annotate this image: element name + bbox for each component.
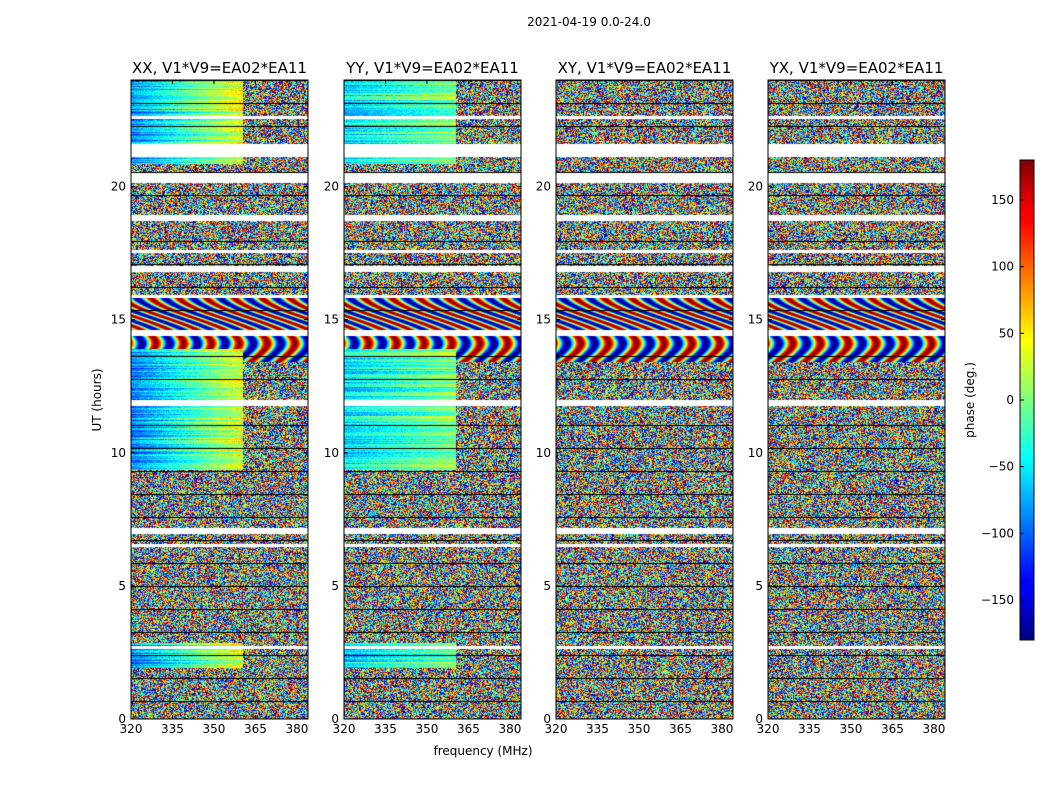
colorbar-label: phase (deg.): [963, 362, 977, 438]
panel-yx: YX, V1*V9=EA02*EA11 320 335 350 365 380 0 5 10 15…: [748, 59, 946, 736]
y-tick-label: 20: [536, 180, 551, 194]
colorbar: phase (deg.) 150 100 50 0 −50 −100 −150: [963, 159, 1035, 641]
y-tick-label: 15: [536, 313, 551, 327]
y-tick-label: 0: [118, 712, 126, 726]
heatmap-image: [556, 80, 733, 719]
colorbar-tick-label: −100: [981, 526, 1014, 540]
y-tick-label: 20: [324, 180, 339, 194]
y-tick-label: 5: [118, 579, 126, 593]
x-tick-label: 320: [120, 722, 143, 736]
y-tick-label: 5: [331, 579, 339, 593]
y-tick-label: 5: [543, 579, 551, 593]
x-tick-label: 350: [203, 722, 226, 736]
heatmap-image: [768, 80, 945, 719]
y-tick-label: 15: [748, 313, 763, 327]
axes-frame: [767, 79, 946, 720]
x-tick-label: 380: [285, 722, 308, 736]
x-tick-label: 365: [244, 722, 267, 736]
colorbar-tick-label: 0: [1006, 393, 1014, 407]
axes-frame: [130, 79, 309, 720]
y-tick-label: 10: [748, 446, 763, 460]
x-tick-label: 350: [628, 722, 651, 736]
y-tick-label: 0: [755, 712, 763, 726]
x-tick-label: 335: [374, 722, 397, 736]
x-tick-label: 380: [922, 722, 945, 736]
x-tick-label: 365: [457, 722, 480, 736]
x-tick-label: 335: [161, 722, 184, 736]
y-tick-label: 0: [331, 712, 339, 726]
x-tick-label: 320: [545, 722, 568, 736]
y-tick-label: 10: [536, 446, 551, 460]
x-tick-label: 350: [416, 722, 439, 736]
y-tick-label: 15: [324, 313, 339, 327]
y-tick-label: 10: [111, 446, 126, 460]
colorbar-tick-label: −50: [989, 460, 1014, 474]
colorbar-tick-label: 150: [991, 193, 1014, 207]
figure-title: 2021-04-19 0.0-24.0: [527, 15, 651, 29]
panel-title: XY, V1*V9=EA02*EA11: [558, 59, 732, 77]
y-tick-label: 10: [324, 446, 339, 460]
y-tick-label: 20: [111, 180, 126, 194]
heatmap-image: [131, 80, 308, 719]
x-tick-label: 365: [669, 722, 692, 736]
panel-xy: XY, V1*V9=EA02*EA11 320 335 350 365 380 0 5 10 15…: [536, 59, 734, 736]
axes-frame: [343, 79, 522, 720]
panel-title: YY, V1*V9=EA02*EA11: [345, 59, 519, 77]
x-tick-label: 335: [798, 722, 821, 736]
x-axis-label: frequency (MHz): [433, 744, 532, 758]
panel-yy: YY, V1*V9=EA02*EA11 320 335 350 365 380 0 5 10 15…: [324, 59, 522, 736]
x-tick-label: 320: [333, 722, 356, 736]
colorbar-tick-label: 100: [991, 260, 1014, 274]
x-tick-label: 380: [710, 722, 733, 736]
x-tick-label: 320: [757, 722, 780, 736]
x-tick-label: 380: [498, 722, 521, 736]
colorbar-tick-label: −150: [981, 593, 1014, 607]
axes-frame: [555, 79, 734, 720]
y-tick-label: 15: [111, 313, 126, 327]
y-axis-label: UT (hours): [90, 368, 104, 431]
x-tick-label: 335: [586, 722, 609, 736]
y-tick-label: 5: [755, 579, 763, 593]
y-tick-label: 20: [748, 180, 763, 194]
heatmap-image: [344, 80, 521, 719]
x-tick-label: 350: [840, 722, 863, 736]
y-tick-label: 0: [543, 712, 551, 726]
x-tick-label: 365: [881, 722, 904, 736]
colorbar-tick-label: 50: [999, 326, 1014, 340]
panel-title: XX, V1*V9=EA02*EA11: [132, 59, 307, 77]
panel-xx: XX, V1*V9=EA02*EA11 320 335 350 365 380 0 5 10 15…: [111, 59, 309, 736]
panel-title: YX, V1*V9=EA02*EA11: [769, 59, 944, 77]
